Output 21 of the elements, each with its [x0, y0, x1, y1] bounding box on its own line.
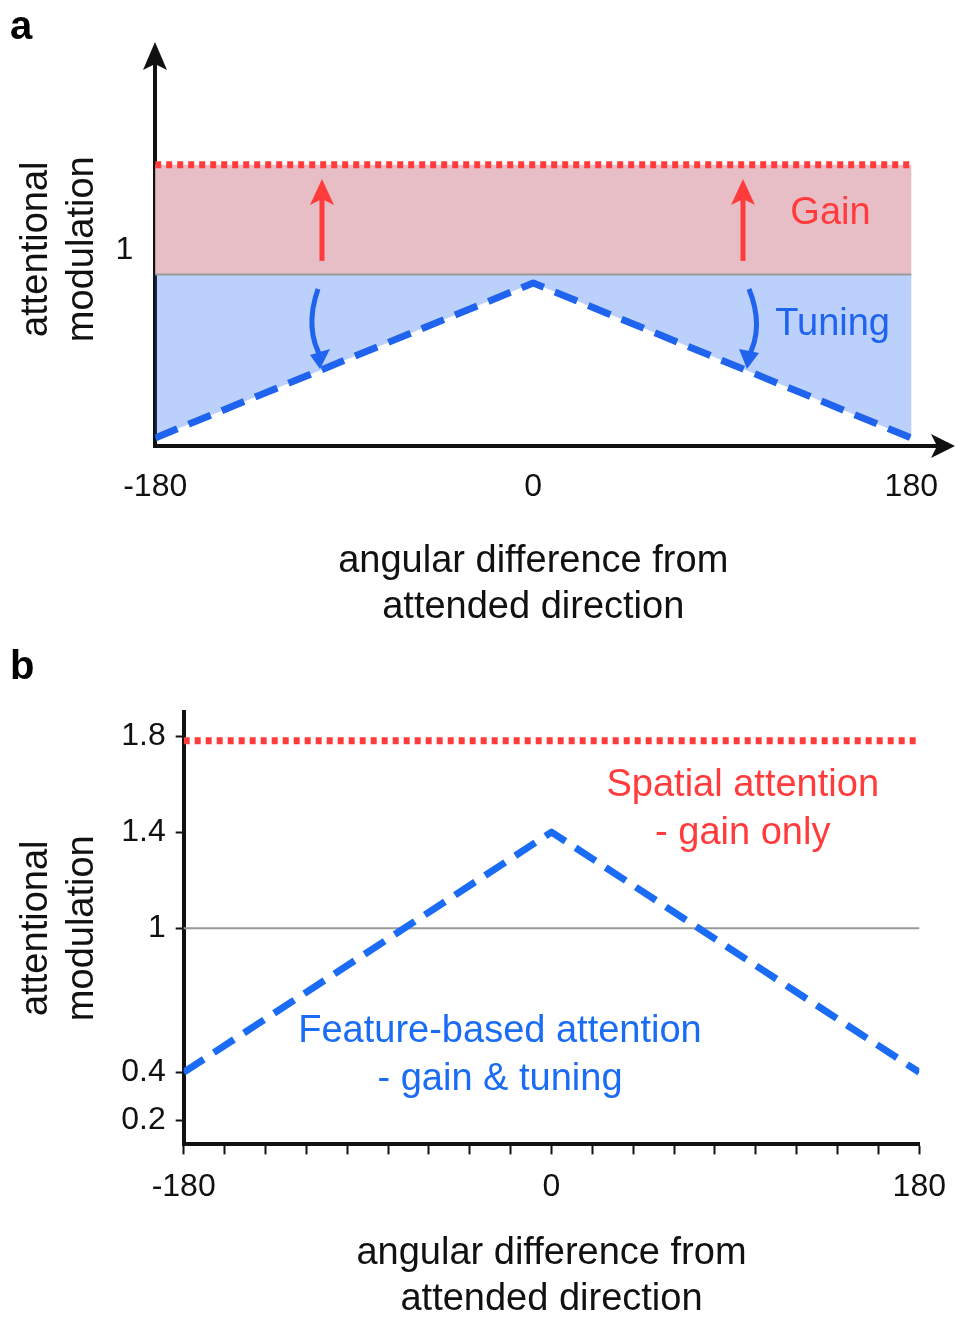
y-tick-label: 1	[147, 908, 166, 945]
series-label: Spatial attention - gain only	[606, 761, 880, 852]
y-axis-title: attentional modulation	[13, 835, 101, 1022]
x-tick-label: -180	[123, 467, 188, 504]
x-axis-title: angular difference from attended direction	[356, 1230, 747, 1318]
band-label: Gain	[790, 190, 871, 233]
x-tick-label: 0	[524, 467, 543, 504]
x-tick-label: 0	[542, 1167, 561, 1204]
y-axis-title: attentional modulation	[13, 156, 101, 343]
x-tick-label: 180	[884, 467, 938, 504]
x-tick-label: -180	[151, 1167, 216, 1204]
y-tick-label: 0.2	[121, 1100, 166, 1137]
legend-label: Tuning	[775, 300, 890, 343]
x-axis-title: angular difference from attended direction	[338, 538, 729, 626]
chart-title: b	[10, 643, 35, 688]
y-tick-label: 1.8	[121, 715, 166, 752]
y-tick-label: 1.4	[121, 811, 166, 848]
x-tick-label: 180	[892, 1167, 946, 1204]
chart-title: a	[10, 3, 33, 48]
y-tick-label: 0.4	[121, 1052, 166, 1089]
series-label: Feature-based attention - gain & tuning	[298, 1008, 702, 1099]
